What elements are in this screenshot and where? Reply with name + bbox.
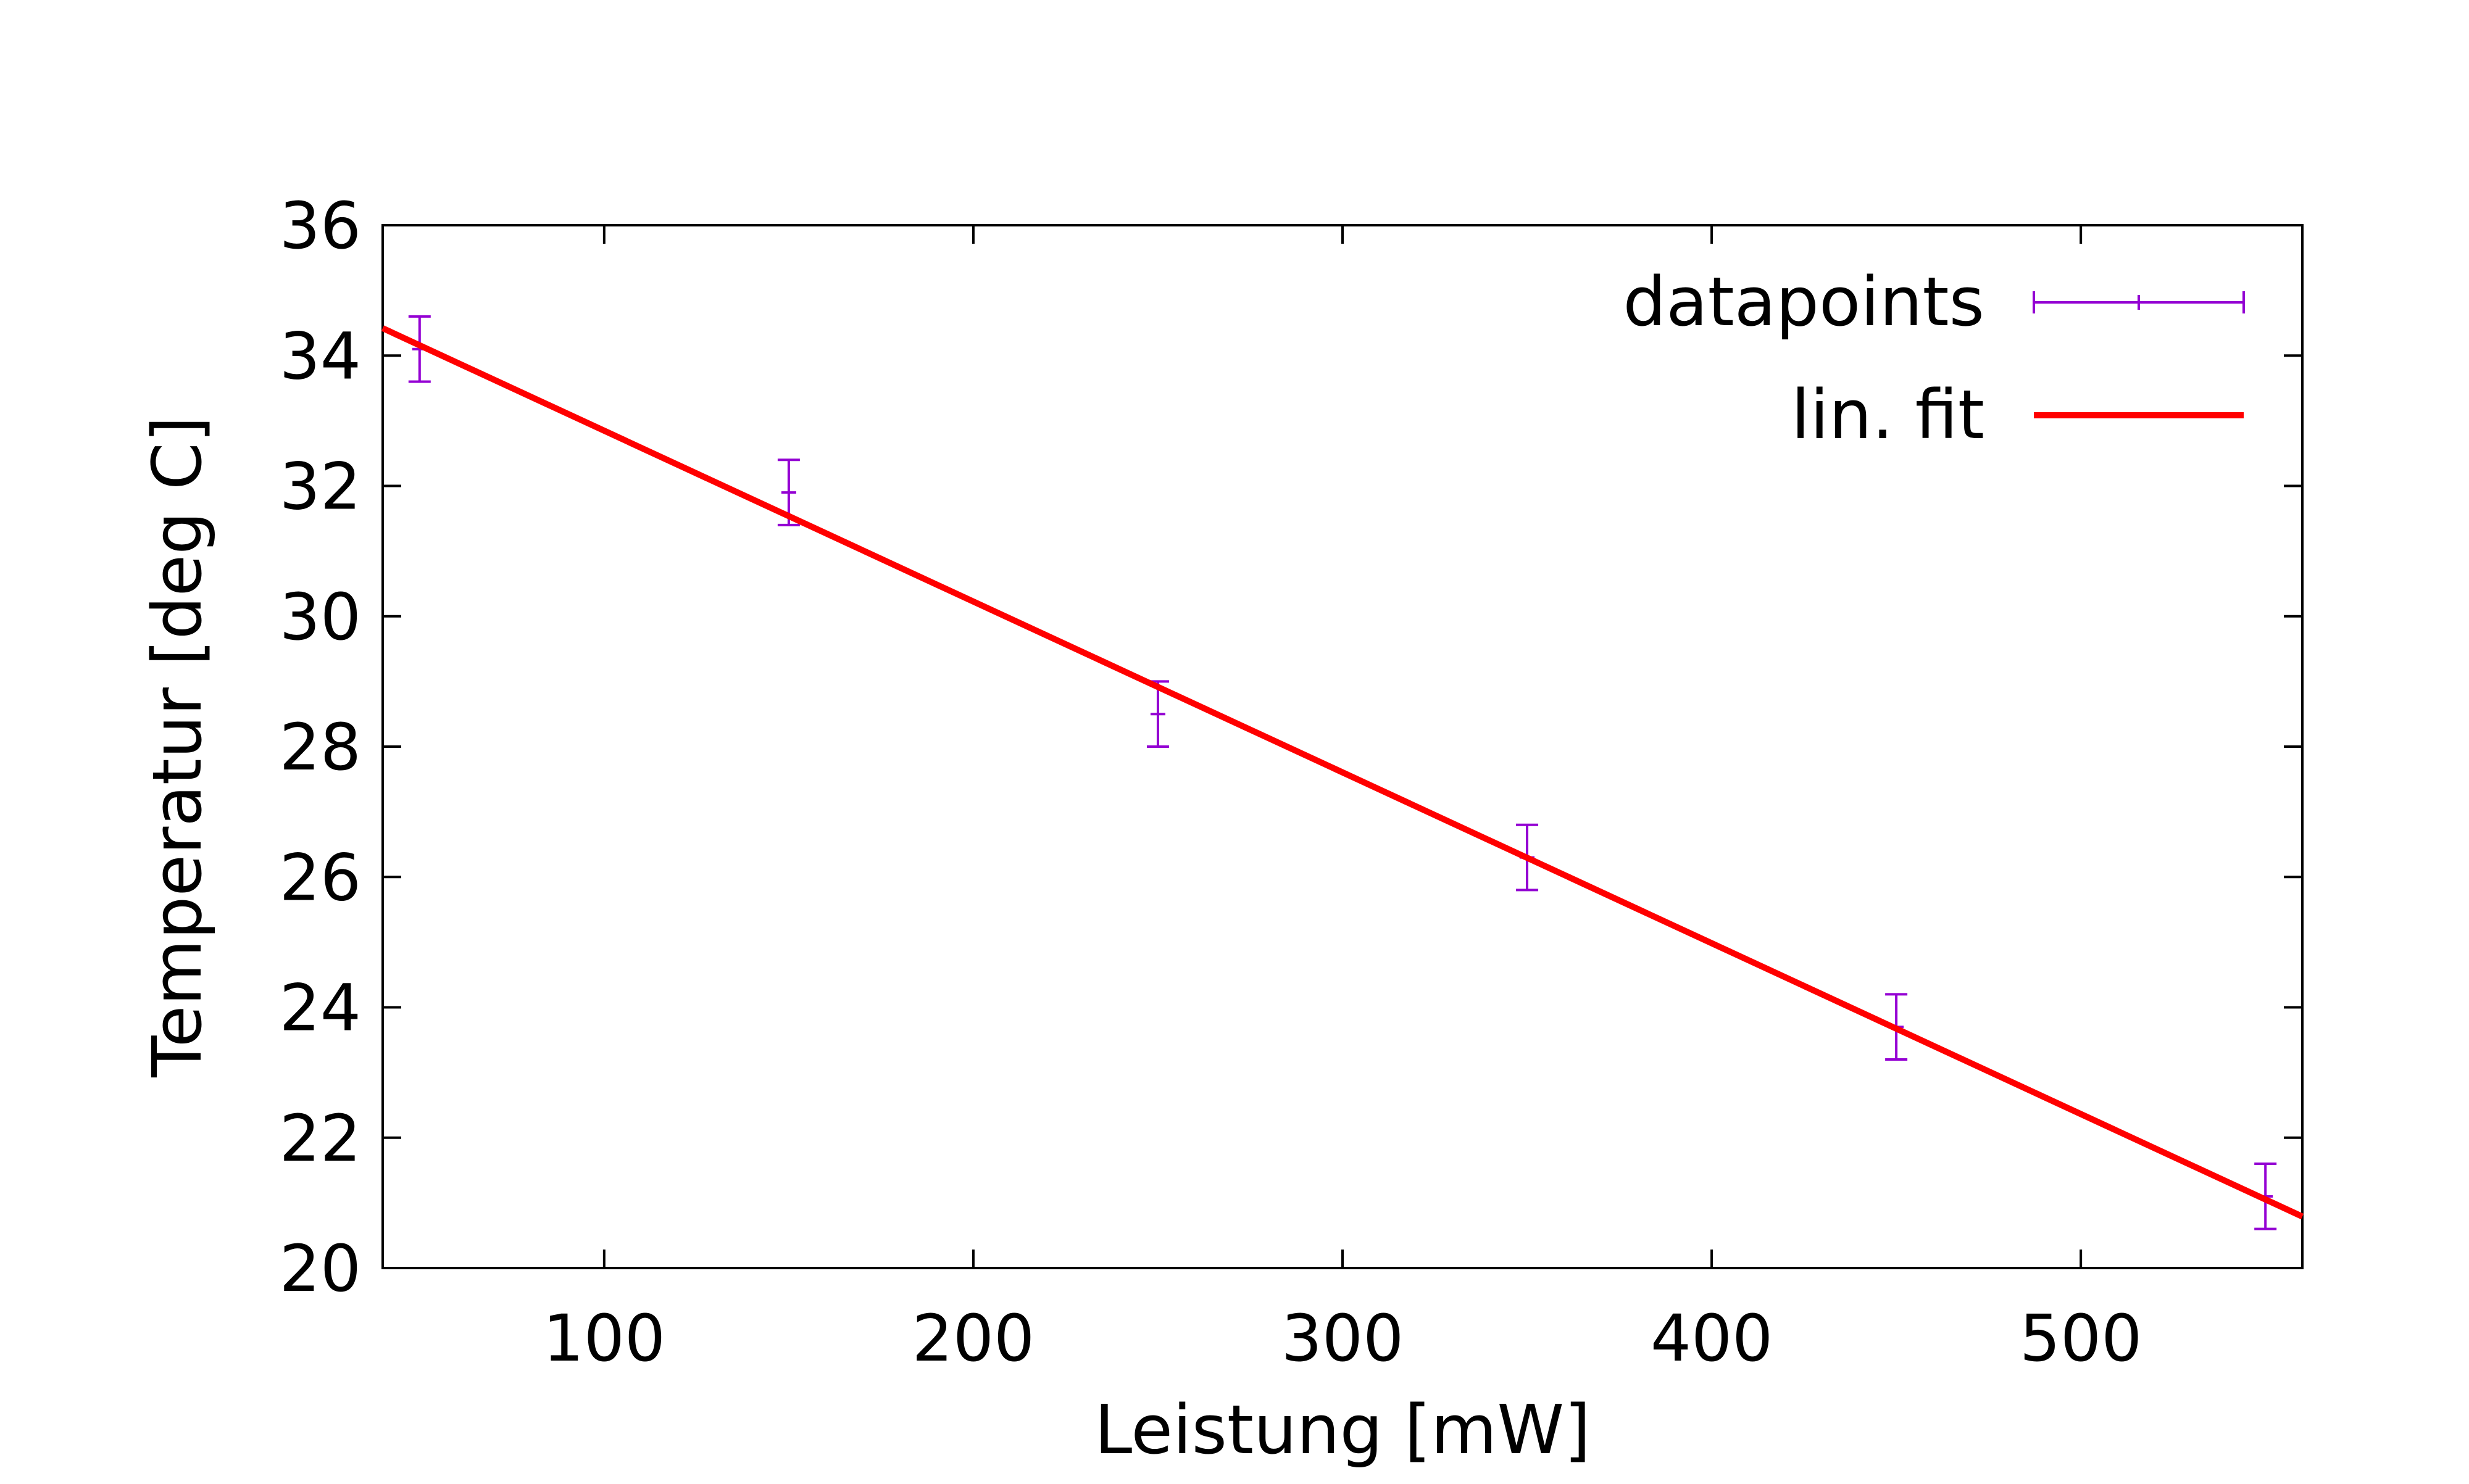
x-tick-label: 200 xyxy=(912,1301,1035,1376)
y-tick-label: 24 xyxy=(280,971,361,1046)
fit-line xyxy=(381,325,2304,1220)
legend-label: datapoints xyxy=(1623,262,1984,341)
y-axis-ticks: 20 22 24 26 28 30 32 34 36 xyxy=(280,188,2302,1306)
y-tick-label: 22 xyxy=(280,1101,361,1176)
x-tick-label: 500 xyxy=(2020,1301,2142,1376)
y-tick-label: 34 xyxy=(280,318,361,394)
y-tick-label: 30 xyxy=(280,579,361,655)
x-tick-label: 400 xyxy=(1651,1301,1773,1376)
y-tick-label: 26 xyxy=(280,840,361,915)
legend: datapoints lin. fit xyxy=(1623,262,2245,454)
legend-label: lin. fit xyxy=(1791,375,1984,454)
y-tick-label: 28 xyxy=(280,710,361,785)
plot-area xyxy=(381,224,2304,1269)
y-axis-title: Temperatur [deg C] xyxy=(138,416,217,1077)
x-axis-title: Leistung [mW] xyxy=(1094,1390,1591,1469)
y-tick-label: 36 xyxy=(280,188,361,263)
y-tick-label: 20 xyxy=(280,1231,361,1306)
x-tick-label: 300 xyxy=(1281,1301,1404,1376)
series-layer xyxy=(381,315,2304,1230)
y-tick-label: 32 xyxy=(280,449,361,524)
x-axis-ticks: 100 200 300 400 500 xyxy=(543,225,2142,1376)
x-tick-label: 100 xyxy=(543,1301,666,1376)
